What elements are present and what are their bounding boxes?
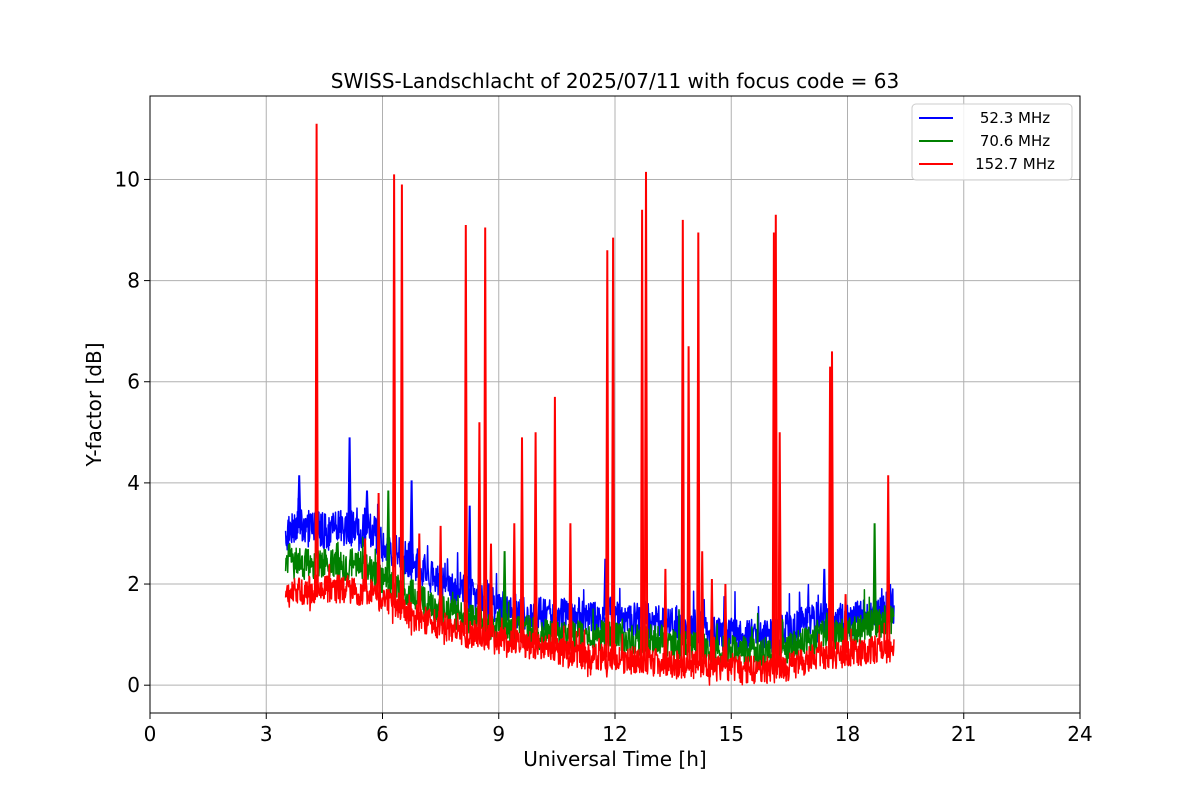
series-spike (502, 551, 507, 625)
y-tick-label: 0 (127, 673, 140, 697)
series-spike (417, 533, 422, 619)
legend-entry: 152.7 MHz (975, 155, 1055, 173)
legend-entry: 52.3 MHz (980, 109, 1050, 127)
series-spike (519, 437, 525, 643)
series-spike (438, 525, 443, 626)
series-spike (709, 578, 714, 668)
series-spike (392, 174, 397, 605)
series-line (284, 563, 895, 686)
series-2 (284, 123, 895, 686)
series-spike (872, 523, 877, 625)
series-spike (610, 237, 616, 658)
series-spike (696, 232, 701, 666)
x-tick-label: 9 (492, 722, 505, 746)
series-spike (686, 346, 691, 666)
series-spike (552, 396, 558, 651)
series-spike (568, 523, 573, 655)
series-spike (640, 209, 645, 660)
y-tick-label: 10 (115, 167, 140, 191)
y-tick-label: 4 (127, 471, 140, 495)
series-spike (886, 475, 891, 650)
series-spike (643, 171, 649, 660)
series-spike (376, 492, 381, 597)
series-spike (700, 551, 705, 666)
legend-box (911, 103, 1073, 181)
y-tick-label: 6 (127, 370, 140, 394)
y-axis-label: Y-factor [dB] (82, 342, 106, 467)
series-spike (773, 214, 778, 669)
x-tick-label: 3 (260, 722, 273, 746)
series-spike (829, 351, 835, 655)
series-spike (512, 523, 517, 643)
series-spike (463, 224, 468, 635)
series-spike (477, 422, 482, 636)
y-tick-label: 8 (127, 269, 140, 293)
y-tick-label: 2 (127, 572, 140, 596)
series-spike (605, 250, 610, 658)
series-spike (663, 568, 668, 663)
series-spike (314, 123, 319, 590)
plot-series (284, 123, 895, 686)
series-spike (723, 583, 728, 668)
x-tick-label: 24 (1067, 722, 1092, 746)
chart-title: SWISS-Landschlacht of 2025/07/11 with fo… (331, 69, 899, 93)
series-spike (467, 505, 472, 596)
series-spike (297, 475, 302, 525)
x-axis-label: Universal Time [h] (523, 747, 706, 771)
series-spike (364, 490, 370, 529)
legend: 52.3 MHz 70.6 MHz 152.7 MHz (911, 103, 1073, 181)
series-spike (680, 219, 685, 666)
series-spike (533, 432, 538, 645)
series-spike (822, 568, 827, 620)
x-tick-label: 6 (376, 722, 389, 746)
series-spike (347, 437, 352, 529)
series-spike (843, 594, 848, 653)
series-spike (488, 543, 494, 638)
series-spike (777, 432, 782, 668)
x-tick-label: 12 (602, 722, 627, 746)
x-tick-label: 21 (951, 722, 976, 746)
x-tick-label: 0 (144, 722, 157, 746)
series-spike (409, 480, 414, 563)
series-spike (483, 227, 488, 638)
series-spike (386, 490, 391, 583)
x-tick-label: 18 (835, 722, 860, 746)
legend-entry: 70.6 MHz (980, 132, 1050, 150)
series-spike (399, 184, 404, 610)
series-spike (362, 538, 368, 592)
x-tick-label: 15 (719, 722, 744, 746)
